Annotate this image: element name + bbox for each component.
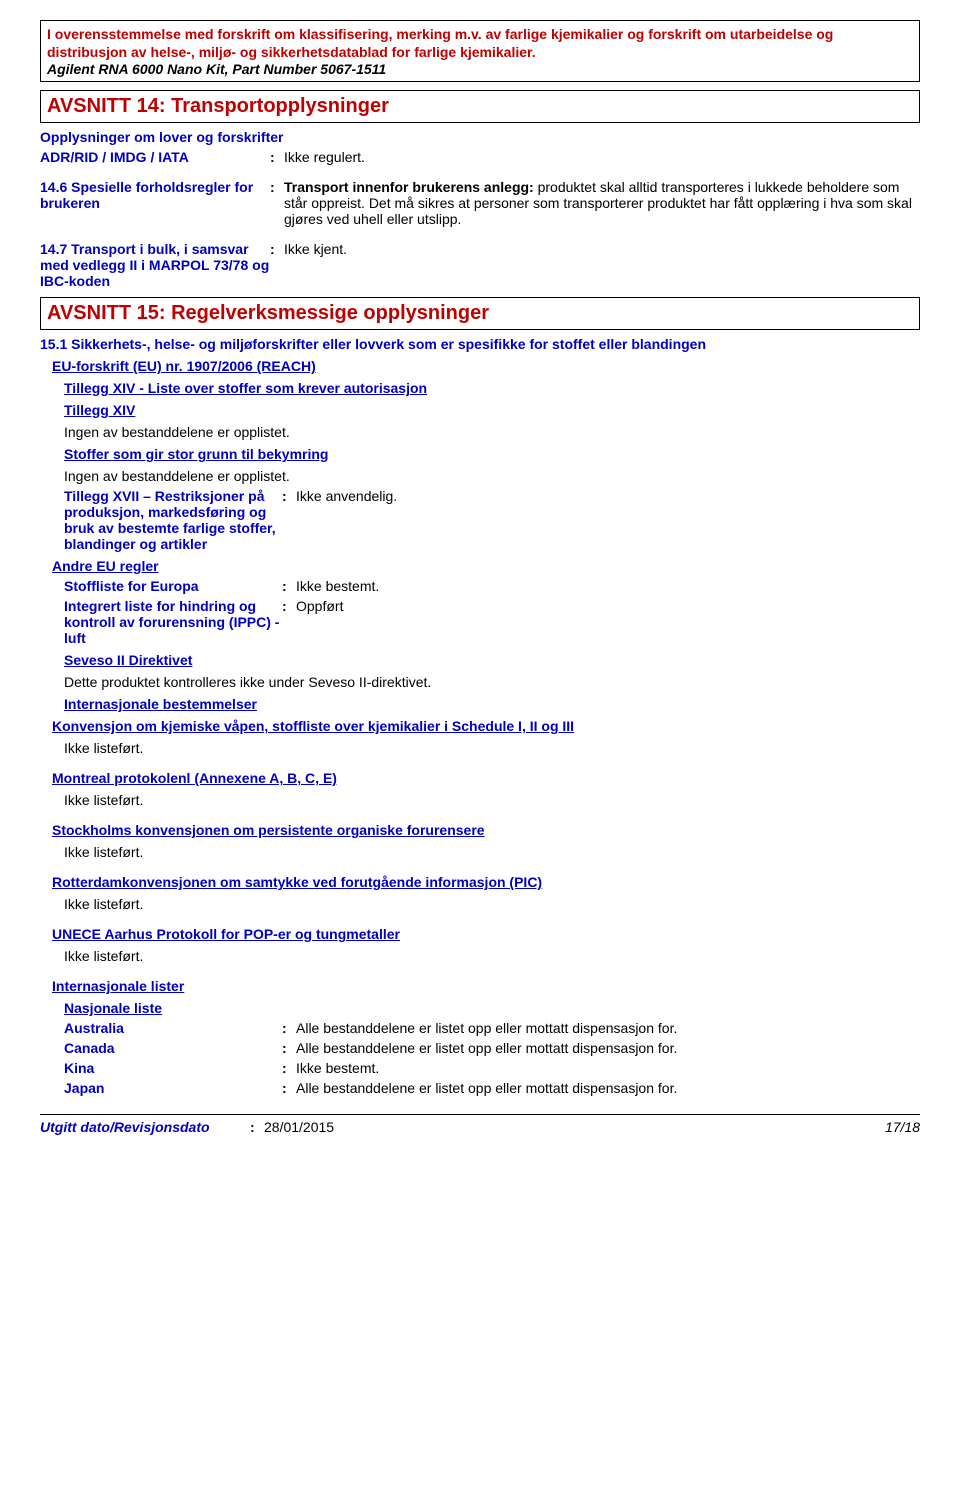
annex-xiv-list-heading: Tillegg XIV - Liste over stoffer som kre… [40,380,920,396]
colon: : [270,179,284,227]
compliance-text: I overensstemmelse med forskrift om klas… [47,25,913,61]
adr-rid-value: Ikke regulert. [284,149,920,165]
national-list-heading: Nasjonale liste [40,1000,920,1016]
country-row: Australia:Alle bestanddelene er listet o… [64,1020,920,1036]
international-lists-heading: Internasjonale lister [40,978,920,994]
eu-regulation-heading: EU-forskrift (EU) nr. 1907/2006 (REACH) [40,358,920,374]
rotterdam-not-listed: Ikke listeført. [40,896,920,912]
seveso-text: Dette produktet kontrolleres ikke under … [40,674,920,690]
section-14-title: AVSNITT 14: Transportopplysninger [40,90,920,123]
unece-heading: UNECE Aarhus Protokoll for POP-er og tun… [40,926,920,942]
section-15-title: AVSNITT 15: Regelverksmessige opplysning… [40,297,920,330]
country-name: Canada [64,1040,282,1056]
section-14-title-text: AVSNITT 14: Transportopplysninger [47,95,389,117]
colon: : [282,1060,296,1076]
unece-not-listed: Ikke listeført. [40,948,920,964]
ippc-label: Integrert liste for hindring og kontroll… [64,598,282,646]
country-value: Ikke bestemt. [296,1060,920,1076]
footer-date-label: Utgitt dato/Revisjonsdato [40,1119,250,1135]
country-value: Alle bestanddelene er listet opp eller m… [296,1040,920,1056]
country-name: Japan [64,1080,282,1096]
bulk-transport-label: 14.7 Transport i bulk, i samsvar med ved… [40,241,270,289]
cwc-heading: Konvensjon om kjemiske våpen, stoffliste… [40,718,920,734]
montreal-heading: Montreal protokolenl (Annexene A, B, C, … [40,770,920,786]
stockholm-not-listed: Ikke listeført. [40,844,920,860]
colon: : [250,1119,264,1135]
colon: : [282,1080,296,1096]
rotterdam-heading: Rotterdamkonvensjonen om samtykke ved fo… [40,874,920,890]
stoffliste-label: Stoffliste for Europa [64,578,282,594]
transport-bold: Transport innenfor brukerens anlegg: [284,179,534,195]
colon: : [282,1040,296,1056]
transport-regulations-heading: Opplysninger om lover og forskrifter [40,129,920,145]
footer-date-value: 28/01/2015 [264,1119,334,1135]
country-value: Alle bestanddelene er listet opp eller m… [296,1080,920,1096]
footer: Utgitt dato/Revisjonsdato : 28/01/2015 1… [40,1114,920,1135]
section-15-title-text: AVSNITT 15: Regelverksmessige opplysning… [47,302,489,324]
section-15-1-heading: 15.1 Sikkerhets-, helse- og miljøforskri… [40,336,920,352]
country-row: Canada:Alle bestanddelene er listet opp … [64,1040,920,1056]
seveso-heading: Seveso II Direktivet [40,652,920,668]
annex-xvii-value: Ikke anvendelig. [296,488,920,552]
colon: : [282,598,296,646]
adr-rid-label: ADR/RID / IMDG / IATA [40,149,270,165]
colon: : [282,1020,296,1036]
svhc-heading: Stoffer som gir stor grunn til bekymring [40,446,920,462]
ippc-value: Oppført [296,598,920,646]
special-precautions-value: Transport innenfor brukerens anlegg: pro… [284,179,920,227]
other-eu-rules-heading: Andre EU regler [40,558,920,574]
colon: : [282,578,296,594]
footer-page-number: 17/18 [885,1119,920,1135]
special-precautions-label: 14.6 Spesielle forholdsregler for bruker… [40,179,270,227]
country-row: Kina:Ikke bestemt. [64,1060,920,1076]
header-compliance-box: I overensstemmelse med forskrift om klas… [40,20,920,82]
country-row: Japan:Alle bestanddelene er listet opp e… [64,1080,920,1096]
annex-xiv-heading: Tillegg XIV [40,402,920,418]
montreal-not-listed: Ikke listeført. [40,792,920,808]
annex-xvii-label: Tillegg XVII – Restriksjoner på produksj… [64,488,282,552]
colon: : [270,149,284,165]
country-name: Kina [64,1060,282,1076]
country-value: Alle bestanddelene er listet opp eller m… [296,1020,920,1036]
country-name: Australia [64,1020,282,1036]
annex-xiv-none: Ingen av bestanddelene er opplistet. [40,424,920,440]
stockholm-heading: Stockholms konvensjonen om persistente o… [40,822,920,838]
colon: : [282,488,296,552]
international-provisions-heading: Internasjonale bestemmelser [40,696,920,712]
bulk-transport-value: Ikke kjent. [284,241,920,289]
colon: : [270,241,284,289]
cwc-not-listed: Ikke listeført. [40,740,920,756]
stoffliste-value: Ikke bestemt. [296,578,920,594]
product-name: Agilent RNA 6000 Nano Kit, Part Number 5… [47,61,913,77]
svhc-none: Ingen av bestanddelene er opplistet. [40,468,920,484]
